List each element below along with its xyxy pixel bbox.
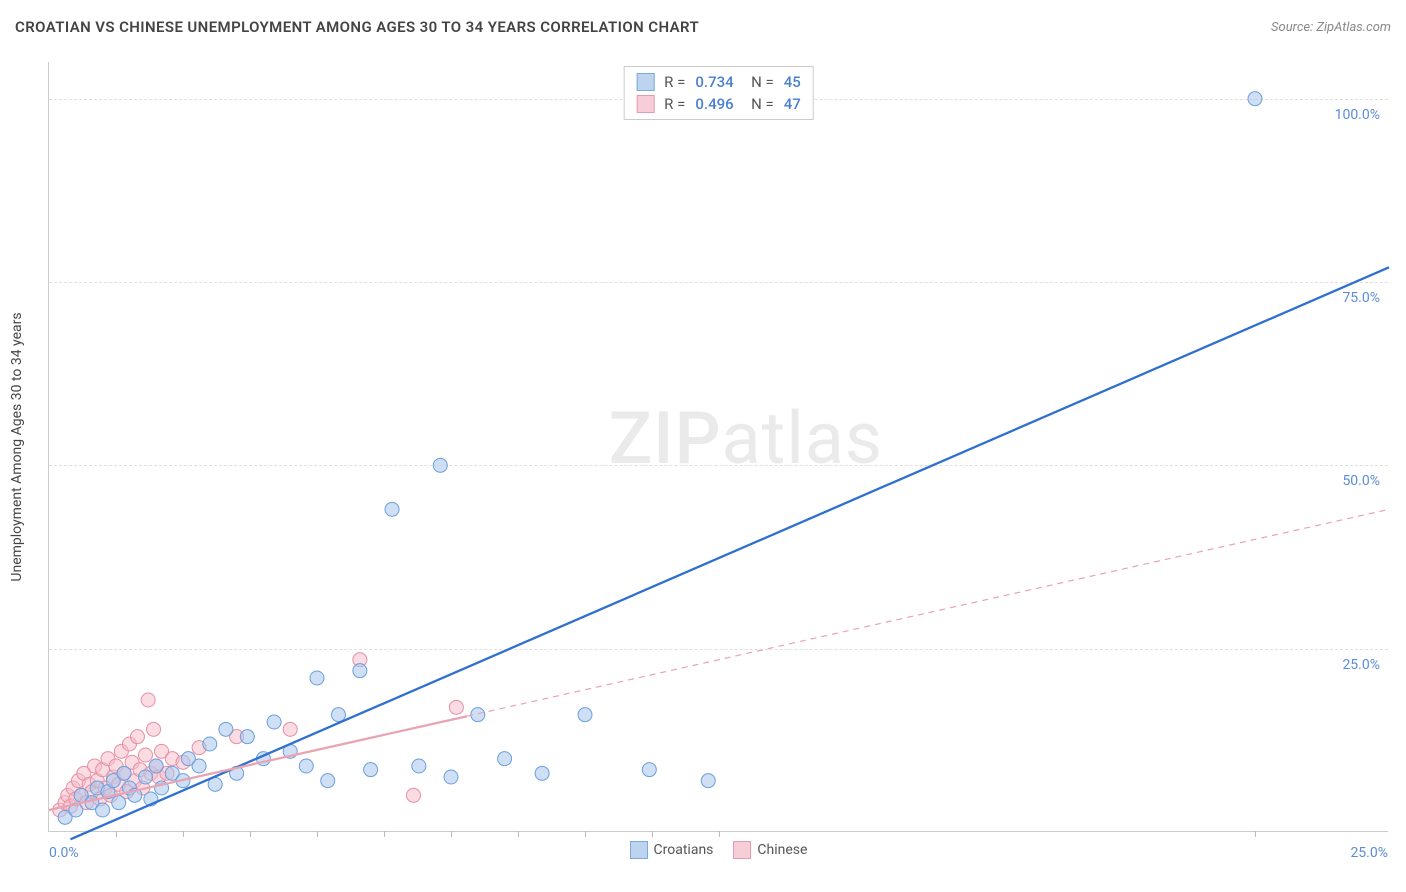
- n-value-chinese: 47: [784, 95, 801, 113]
- r-value-croatians: 0.734: [695, 73, 733, 91]
- data-point: [578, 708, 592, 722]
- data-point: [331, 708, 345, 722]
- data-point: [364, 763, 378, 777]
- data-point: [240, 730, 254, 744]
- data-point: [192, 759, 206, 773]
- data-point: [498, 752, 512, 766]
- xtick-mark: [317, 831, 318, 837]
- data-point: [412, 759, 426, 773]
- data-point: [1248, 92, 1262, 106]
- data-point: [321, 774, 335, 788]
- legend-swatch-croatians: [630, 841, 648, 859]
- data-point: [310, 671, 324, 685]
- n-value-croatians: 45: [784, 73, 801, 91]
- data-point: [267, 715, 281, 729]
- legend-swatch-chinese: [733, 841, 751, 859]
- data-point: [701, 774, 715, 788]
- data-point: [138, 770, 152, 784]
- source-attribution: Source: ZipAtlas.com: [1271, 20, 1391, 35]
- data-point: [141, 693, 155, 707]
- xtick-mark: [1255, 831, 1256, 837]
- stats-row-croatians: R = 0.734 N = 45: [636, 71, 801, 93]
- legend-item-croatians: Croatians: [630, 841, 714, 859]
- data-point: [149, 759, 163, 773]
- stats-row-chinese: R = 0.496 N = 47: [636, 93, 801, 115]
- data-point: [535, 766, 549, 780]
- xtick-mark: [652, 831, 653, 837]
- swatch-chinese: [636, 95, 654, 113]
- legend-label-chinese: Chinese: [757, 842, 807, 858]
- swatch-croatians: [636, 73, 654, 91]
- data-point: [299, 759, 313, 773]
- data-point: [117, 766, 131, 780]
- r-label: R =: [664, 95, 685, 113]
- legend-label-croatians: Croatians: [654, 842, 714, 858]
- xaxis-min-label: 0.0%: [49, 845, 79, 861]
- correlation-stats-legend: R = 0.734 N = 45 R = 0.496 N = 47: [623, 66, 814, 120]
- n-label: N =: [744, 95, 774, 113]
- xtick-mark: [116, 831, 117, 837]
- data-point: [353, 664, 367, 678]
- xtick-mark: [250, 831, 251, 837]
- data-point: [112, 796, 126, 810]
- data-point: [642, 763, 656, 777]
- chart-title: CROATIAN VS CHINESE UNEMPLOYMENT AMONG A…: [15, 18, 699, 36]
- xtick-mark: [719, 831, 720, 837]
- data-point: [444, 770, 458, 784]
- data-point: [283, 722, 297, 736]
- data-point: [203, 737, 217, 751]
- xaxis-max-label: 25.0%: [1350, 845, 1388, 861]
- data-point: [385, 502, 399, 516]
- xtick-mark: [518, 831, 519, 837]
- r-value-chinese: 0.496: [695, 95, 733, 113]
- plot-area: Unemployment Among Ages 30 to 34 years Z…: [48, 62, 1388, 832]
- xtick-mark: [585, 831, 586, 837]
- xtick-mark: [183, 831, 184, 837]
- data-point: [138, 748, 152, 762]
- series-legend: Croatians Chinese: [630, 841, 808, 859]
- data-point: [96, 803, 110, 817]
- data-point: [130, 730, 144, 744]
- legend-item-chinese: Chinese: [733, 841, 807, 859]
- n-label: N =: [744, 73, 774, 91]
- data-point: [406, 788, 420, 802]
- xtick-mark: [384, 831, 385, 837]
- data-point: [219, 722, 233, 736]
- data-point: [471, 708, 485, 722]
- r-label: R =: [664, 73, 685, 91]
- chart-svg: [49, 62, 1388, 831]
- xtick-mark: [451, 831, 452, 837]
- chart-header: CROATIAN VS CHINESE UNEMPLOYMENT AMONG A…: [15, 18, 1391, 36]
- data-point: [147, 722, 161, 736]
- yaxis-title: Unemployment Among Ages 30 to 34 years: [9, 312, 25, 581]
- data-point: [449, 700, 463, 714]
- data-point: [433, 458, 447, 472]
